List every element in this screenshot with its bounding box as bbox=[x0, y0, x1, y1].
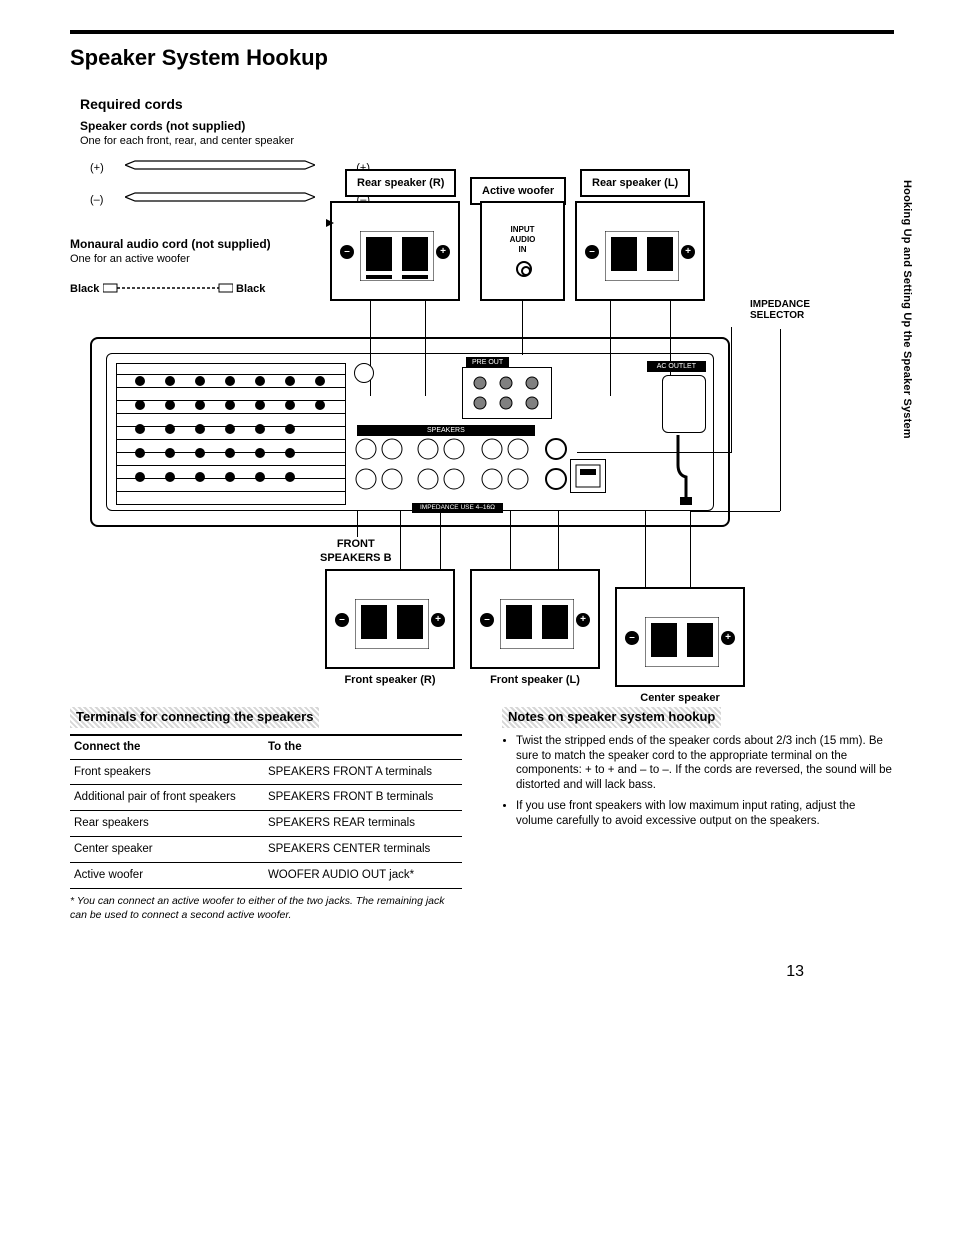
front-r-caption: Front speaker (R) bbox=[330, 673, 450, 687]
terminal-icon bbox=[500, 599, 574, 649]
rear-l-box: – + bbox=[575, 201, 705, 301]
terminals-footnote: * You can connect an active woofer to ei… bbox=[70, 895, 462, 922]
arrowhead-icon bbox=[326, 219, 334, 227]
speaker-cords-note: One for each front, rear, and center spe… bbox=[80, 134, 894, 148]
table-cell: WOOFER AUDIO OUT jack* bbox=[264, 863, 462, 889]
power-cord-icon bbox=[668, 435, 696, 505]
leader-line bbox=[690, 511, 691, 589]
table-cell: Rear speakers bbox=[70, 811, 264, 837]
terminals-table: Connect the To the Front speakersSPEAKER… bbox=[70, 734, 462, 890]
rca-jack-icon bbox=[516, 261, 532, 277]
impedance-range: IMPEDANCE USE 4–16Ω bbox=[412, 503, 503, 513]
list-item: Twist the stripped ends of the speaker c… bbox=[516, 734, 894, 794]
black-label-l: Black bbox=[70, 283, 99, 295]
leader-line bbox=[400, 511, 401, 571]
notes-heading: Notes on speaker system hookup bbox=[502, 707, 721, 728]
plus-icon: + bbox=[721, 631, 735, 645]
center-box: – + bbox=[615, 587, 745, 687]
front-l-box: – + bbox=[470, 569, 600, 669]
terminals-heading: Terminals for connecting the speakers bbox=[70, 707, 319, 728]
rear-l-label: Rear speaker (L) bbox=[580, 169, 690, 197]
page-top-rule bbox=[70, 30, 894, 34]
plus-icon: + bbox=[681, 245, 695, 259]
leader-line bbox=[357, 511, 358, 537]
plus-icon: + bbox=[436, 245, 450, 259]
table-row: Center speakerSPEAKERS CENTER terminals bbox=[70, 837, 462, 863]
cord-minus-icon bbox=[125, 191, 315, 205]
preout-label: PRE OUT bbox=[466, 357, 509, 368]
leader-line bbox=[558, 511, 559, 571]
cord-plus-icon bbox=[125, 159, 315, 187]
section-side-tab: Hooking Up and Setting Up the Speaker Sy… bbox=[900, 180, 914, 439]
ac-outlet-label: AC OUTLET bbox=[647, 361, 706, 372]
minus-icon: – bbox=[585, 245, 599, 259]
table-cell: Additional pair of front speakers bbox=[70, 785, 264, 811]
leader-line bbox=[440, 511, 441, 571]
monaural-label: Monaural audio cord (not supplied) bbox=[70, 237, 330, 253]
impedance-switch-icon bbox=[574, 463, 602, 489]
table-col1-header: Connect the bbox=[70, 735, 264, 759]
speaker-cord-sketch: (+) (+) (–) (–) bbox=[90, 159, 370, 221]
plus-label-l: (+) bbox=[90, 161, 104, 175]
table-cell: Front speakers bbox=[70, 759, 264, 785]
minus-icon: – bbox=[625, 631, 639, 645]
page-title: Speaker System Hookup bbox=[70, 44, 894, 73]
minus-icon: – bbox=[340, 245, 354, 259]
active-woofer-box: INPUT AUDIO IN bbox=[480, 201, 565, 301]
table-col2-header: To the bbox=[264, 735, 462, 759]
rca-cable-icon bbox=[103, 281, 233, 295]
front-r-box: – + bbox=[325, 569, 455, 669]
leader-line bbox=[731, 327, 732, 452]
minus-icon: – bbox=[480, 613, 494, 627]
rear-r-box: – + bbox=[330, 201, 460, 301]
jack-grid-icon bbox=[122, 367, 340, 501]
minus-icon: – bbox=[335, 613, 349, 627]
table-cell: SPEAKERS CENTER terminals bbox=[264, 837, 462, 863]
leader-line bbox=[780, 329, 781, 511]
table-cell: Center speaker bbox=[70, 837, 264, 863]
front-speakers-b-label: FRONT SPEAKERS B bbox=[320, 537, 392, 566]
impedance-selector-callout: IMPEDANCE SELECTOR bbox=[750, 299, 810, 321]
page-number: 13 bbox=[70, 962, 894, 983]
preout-jacks-icon bbox=[468, 373, 546, 413]
plus-icon: + bbox=[431, 613, 445, 627]
terminal-icon bbox=[360, 231, 434, 281]
table-cell: Active woofer bbox=[70, 863, 264, 889]
table-row: Active wooferWOOFER AUDIO OUT jack* bbox=[70, 863, 462, 889]
list-item: If you use front speakers with low maxim… bbox=[516, 799, 894, 829]
table-row: Front speakersSPEAKERS FRONT A terminals bbox=[70, 759, 462, 785]
table-cell: SPEAKERS REAR terminals bbox=[264, 811, 462, 837]
receiver-back-panel: PRE OUT SPEAKERS IM bbox=[90, 337, 730, 527]
notes-list: Twist the stripped ends of the speaker c… bbox=[502, 734, 894, 830]
monaural-note: One for an active woofer bbox=[70, 252, 330, 266]
front-l-caption: Front speaker (L) bbox=[475, 673, 595, 687]
speaker-cords-label: Speaker cords (not supplied) bbox=[80, 119, 894, 135]
table-cell: SPEAKERS FRONT A terminals bbox=[264, 759, 462, 785]
table-row: Additional pair of front speakersSPEAKER… bbox=[70, 785, 462, 811]
black-label-r: Black bbox=[236, 283, 265, 295]
leader-line bbox=[645, 511, 646, 589]
woofer-jack-label: INPUT AUDIO IN bbox=[482, 225, 563, 256]
table-row: Rear speakersSPEAKERS REAR terminals bbox=[70, 811, 462, 837]
terminal-icon bbox=[605, 231, 679, 281]
table-cell: SPEAKERS FRONT B terminals bbox=[264, 785, 462, 811]
center-caption: Center speaker bbox=[630, 691, 730, 705]
hookup-diagram: (+) (+) (–) (–) Rear speaker (R) Active … bbox=[70, 159, 810, 689]
minus-label-l: (–) bbox=[90, 193, 103, 207]
rear-r-label: Rear speaker (R) bbox=[345, 169, 456, 197]
terminal-icon bbox=[355, 599, 429, 649]
plus-icon: + bbox=[576, 613, 590, 627]
leader-line bbox=[510, 511, 511, 571]
required-cords-heading: Required cords bbox=[70, 95, 894, 113]
terminal-icon bbox=[645, 617, 719, 667]
leader-line bbox=[690, 511, 780, 512]
